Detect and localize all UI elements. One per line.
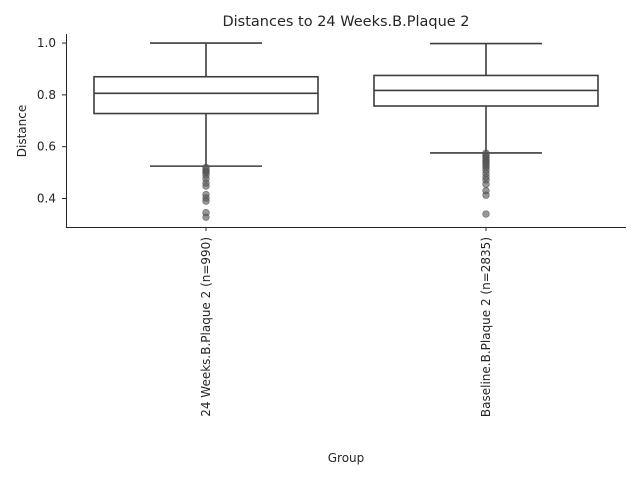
outlier-point (482, 180, 490, 188)
x-tick-label: Baseline.B.Plaque 2 (n=2835) (479, 237, 493, 417)
x-axis-ticks: 24 Weeks.B.Plaque 2 (n=990) Baseline.B.Pl… (199, 227, 493, 417)
outlier-point (202, 197, 210, 205)
y-tick-label: 0.4 (37, 192, 56, 206)
box-series (93, 42, 599, 221)
y-tick-label: 1.0 (37, 36, 56, 50)
y-tick-label: 0.6 (37, 140, 56, 154)
outlier-point (202, 182, 210, 190)
chart-title: Distances to 24 Weeks.B.Plaque 2 (222, 14, 469, 30)
box-group (93, 42, 319, 221)
y-tick-label: 0.8 (37, 88, 56, 102)
box-group (373, 42, 599, 218)
outlier-point (482, 191, 490, 199)
y-axis-label: Distance (15, 105, 29, 157)
iqr-box (93, 75, 319, 115)
y-axis-ticks: 0.4 0.6 0.8 1.0 (37, 36, 66, 206)
outlier-point (202, 213, 210, 221)
x-axis-label: Group (328, 451, 365, 465)
outlier-point (482, 210, 490, 218)
x-tick-label: 24 Weeks.B.Plaque 2 (n=990) (199, 237, 213, 417)
